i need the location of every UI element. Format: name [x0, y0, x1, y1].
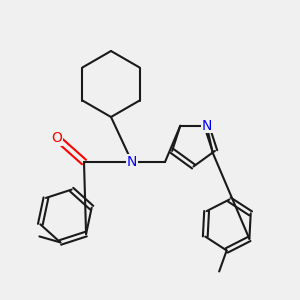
- Text: N: N: [202, 119, 212, 133]
- Text: O: O: [52, 131, 62, 145]
- Text: N: N: [127, 155, 137, 169]
